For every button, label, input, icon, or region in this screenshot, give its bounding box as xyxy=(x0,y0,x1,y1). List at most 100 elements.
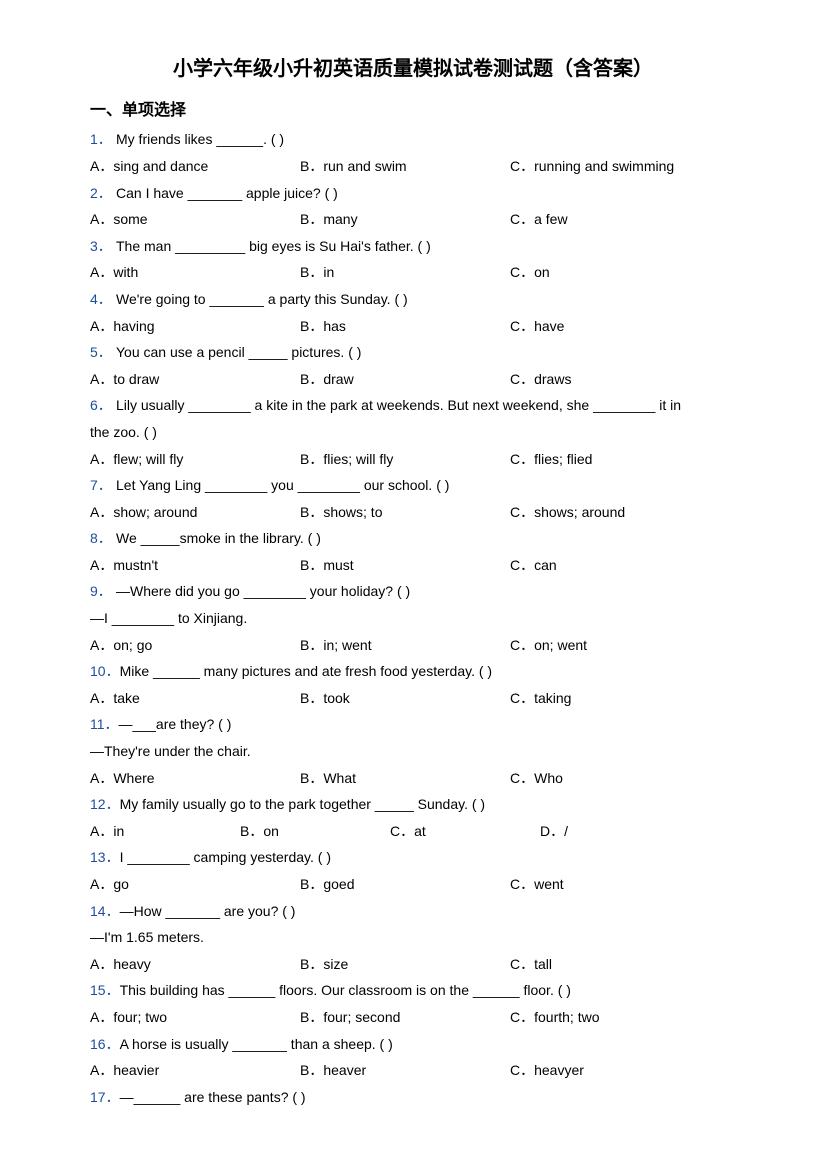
option-c: C．shows; around xyxy=(510,499,720,526)
question-number: 12． xyxy=(90,791,120,818)
question-line: 3．The man _________ big eyes is Su Hai's… xyxy=(90,233,736,260)
question-line: 7．Let Yang Ling ________ you ________ ou… xyxy=(90,472,736,499)
options-row: A．havingB．hasC．have xyxy=(90,313,736,340)
question-text: Let Yang Ling ________ you ________ our … xyxy=(116,472,736,499)
question-text: —Where did you go ________ your holiday?… xyxy=(116,578,736,605)
question-number: 15． xyxy=(90,977,120,1004)
option-c: C．draws xyxy=(510,366,720,393)
option-c: C．Who xyxy=(510,765,720,792)
option-a: A．go xyxy=(90,871,300,898)
options-row: A．on; goB．in; wentC．on; went xyxy=(90,632,736,659)
option-a: A．mustn't xyxy=(90,552,300,579)
options-row: A．mustn'tB．mustC．can xyxy=(90,552,736,579)
option-b: B．on xyxy=(240,818,390,845)
question-continuation: —I'm 1.65 meters. xyxy=(90,924,736,951)
question-number: 4． xyxy=(90,286,116,313)
question-line: 5．You can use a pencil _____ pictures. (… xyxy=(90,339,736,366)
question-number: 9． xyxy=(90,578,116,605)
option-a: A．show; around xyxy=(90,499,300,526)
doc-title: 小学六年级小升初英语质量模拟试卷测试题（含答案） xyxy=(90,50,736,88)
option-b: B．has xyxy=(300,313,510,340)
question-line: 17．—______ are these pants? ( ) xyxy=(90,1084,736,1111)
option-a: A．having xyxy=(90,313,300,340)
options-row: A．heavierB．heaverC．heavyer xyxy=(90,1057,736,1084)
question-line: 9．—Where did you go ________ your holida… xyxy=(90,578,736,605)
option-c: C．have xyxy=(510,313,720,340)
option-a: A．Where xyxy=(90,765,300,792)
options-row: A．someB．manyC．a few xyxy=(90,206,736,233)
question-number: 17． xyxy=(90,1084,120,1111)
question-text: Mike ______ many pictures and ate fresh … xyxy=(120,658,736,685)
question-number: 11． xyxy=(90,711,119,738)
question-line: 1．My friends likes ______. ( ) xyxy=(90,126,736,153)
option-b: B．shows; to xyxy=(300,499,510,526)
option-c: C．on xyxy=(510,259,720,286)
option-c: C．heavyer xyxy=(510,1057,720,1084)
options-row: A．WhereB．WhatC．Who xyxy=(90,765,736,792)
option-c: C．taking xyxy=(510,685,720,712)
options-row: A．four; twoB．four; secondC．fourth; two xyxy=(90,1004,736,1031)
question-line: 10．Mike ______ many pictures and ate fre… xyxy=(90,658,736,685)
option-c: C．a few xyxy=(510,206,720,233)
question-number: 16． xyxy=(90,1031,120,1058)
question-line: 13．I ________ camping yesterday. ( ) xyxy=(90,844,736,871)
question-text: This building has ______ floors. Our cla… xyxy=(120,977,736,1004)
option-c: C．flies; flied xyxy=(510,446,720,473)
question-number: 7． xyxy=(90,472,116,499)
option-b: B．What xyxy=(300,765,510,792)
question-continuation: —I ________ to Xinjiang. xyxy=(90,605,736,632)
question-line: 2．Can I have _______ apple juice? ( ) xyxy=(90,180,736,207)
question-number: 14． xyxy=(90,898,120,925)
question-number: 8． xyxy=(90,525,116,552)
question-continuation: the zoo. ( ) xyxy=(90,419,736,446)
question-text: —___are they? ( ) xyxy=(119,711,736,738)
question-number: 2． xyxy=(90,180,116,207)
question-number: 3． xyxy=(90,233,116,260)
option-a: A．with xyxy=(90,259,300,286)
option-a: A．some xyxy=(90,206,300,233)
options-row: A．takeB．tookC．taking xyxy=(90,685,736,712)
option-a: A．take xyxy=(90,685,300,712)
question-line: 14．—How _______ are you? ( ) xyxy=(90,898,736,925)
option-c: C．went xyxy=(510,871,720,898)
option-c: C．running and swimming xyxy=(510,153,720,180)
option-b: B．heaver xyxy=(300,1057,510,1084)
options-row: A．heavyB．sizeC．tall xyxy=(90,951,736,978)
question-text: Can I have _______ apple juice? ( ) xyxy=(116,180,736,207)
question-number: 10． xyxy=(90,658,120,685)
question-text: —______ are these pants? ( ) xyxy=(120,1084,736,1111)
option-c: C．can xyxy=(510,552,720,579)
option-b: B．four; second xyxy=(300,1004,510,1031)
question-line: 4．We're going to _______ a party this Su… xyxy=(90,286,736,313)
option-a: A．flew; will fly xyxy=(90,446,300,473)
option-b: B．in; went xyxy=(300,632,510,659)
question-number: 13． xyxy=(90,844,120,871)
question-text: —How _______ are you? ( ) xyxy=(120,898,736,925)
option-a: A．heavy xyxy=(90,951,300,978)
option-a: A．heavier xyxy=(90,1057,300,1084)
option-b: B．run and swim xyxy=(300,153,510,180)
question-text: We _____smoke in the library. ( ) xyxy=(116,525,736,552)
option-c: C．fourth; two xyxy=(510,1004,720,1031)
options-row: A．withB．inC．on xyxy=(90,259,736,286)
option-b: B．in xyxy=(300,259,510,286)
option-b: B．took xyxy=(300,685,510,712)
option-b: B．flies; will fly xyxy=(300,446,510,473)
question-text: I ________ camping yesterday. ( ) xyxy=(120,844,736,871)
question-text: The man _________ big eyes is Su Hai's f… xyxy=(116,233,736,260)
question-continuation: —They're under the chair. xyxy=(90,738,736,765)
option-b: B．size xyxy=(300,951,510,978)
option-d: D．/ xyxy=(540,818,690,845)
question-text: A horse is usually _______ than a sheep.… xyxy=(120,1031,736,1058)
option-a: A．four; two xyxy=(90,1004,300,1031)
option-c: C．on; went xyxy=(510,632,720,659)
option-b: B．goed xyxy=(300,871,510,898)
options-row: A．goB．goedC．went xyxy=(90,871,736,898)
option-b: B．draw xyxy=(300,366,510,393)
question-line: 15．This building has ______ floors. Our … xyxy=(90,977,736,1004)
option-b: B．many xyxy=(300,206,510,233)
options-row: A．inB．onC．atD．/ xyxy=(90,818,736,845)
questions-container: 1．My friends likes ______. ( )A．sing and… xyxy=(90,126,736,1110)
option-a: A．to draw xyxy=(90,366,300,393)
question-text: You can use a pencil _____ pictures. ( ) xyxy=(116,339,736,366)
